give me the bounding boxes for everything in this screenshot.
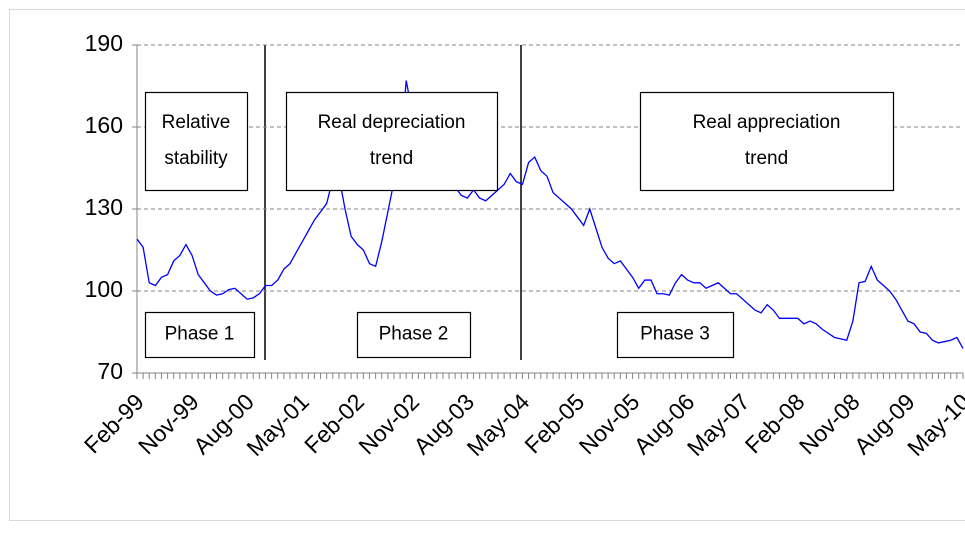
x-tick-label: May-01	[241, 388, 314, 461]
annotation-box	[639, 91, 895, 192]
x-tick-label: May-07	[682, 388, 755, 461]
y-tick-label: 160	[85, 112, 123, 138]
annotation: Phase 2	[356, 311, 472, 359]
y-tick-label: 190	[85, 30, 123, 56]
annotation: Relative stability	[144, 91, 249, 192]
y-tick-label: 100	[85, 276, 123, 302]
annotation-text: Relative	[162, 112, 231, 133]
chart-border	[9, 9, 965, 521]
annotation-text: Phase 1	[165, 324, 235, 345]
annotation: Phase 1	[144, 311, 256, 359]
x-tick-label: Feb-08	[740, 388, 810, 458]
annotation-text: Phase 2	[379, 324, 449, 345]
annotation-box	[616, 311, 735, 359]
annotation-box	[144, 311, 256, 359]
annotation-text: Phase 3	[640, 324, 710, 345]
annotation-box	[144, 91, 249, 192]
x-tick-label: Nov-02	[353, 388, 424, 459]
x-tick-label: Feb-02	[299, 388, 369, 458]
annotation-text: stability	[164, 148, 228, 169]
annotation-text: Real appreciation	[693, 112, 841, 133]
data-line	[136, 80, 964, 349]
x-tick-label: Nov-05	[574, 388, 645, 459]
annotation-box	[285, 91, 499, 192]
y-tick-label: 130	[85, 194, 123, 220]
x-tick-label: Feb-99	[79, 388, 149, 458]
annotation-box	[356, 311, 472, 359]
annotation-text: Real depreciation	[318, 112, 466, 133]
annotation: Real appreciation trend	[639, 91, 895, 192]
x-tick-label: Nov-99	[133, 388, 204, 459]
x-tick-label: May-04	[462, 388, 535, 461]
annotation: Real depreciation trend	[285, 91, 499, 192]
x-tick-label: Nov-08	[794, 388, 865, 459]
annotation: Phase 3	[616, 311, 735, 359]
annotation-text: trend	[370, 148, 413, 169]
annotation-text: trend	[745, 148, 788, 169]
y-tick-label: 70	[97, 358, 123, 384]
x-tick-label: Feb-05	[519, 388, 589, 458]
